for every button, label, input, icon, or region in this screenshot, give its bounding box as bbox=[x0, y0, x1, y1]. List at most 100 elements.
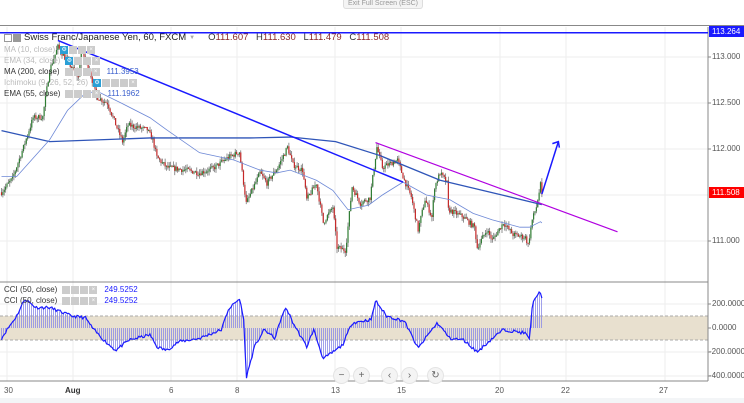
candle-body bbox=[539, 182, 542, 193]
candle-body bbox=[83, 50, 85, 57]
candle-body bbox=[135, 126, 137, 129]
candle-body bbox=[332, 207, 334, 209]
candle-body bbox=[269, 176, 271, 179]
indicator-buttons[interactable]: ⚙ × bbox=[93, 78, 138, 87]
candle-body bbox=[471, 220, 473, 228]
zoom-in-button[interactable]: + bbox=[353, 367, 370, 384]
candle-body bbox=[108, 104, 110, 109]
candle-body bbox=[91, 76, 93, 83]
indicator-legend-ma200[interactable]: MA (200, close) × 111.3953 bbox=[4, 67, 139, 76]
cci-legend-2[interactable]: CCI (50, close) × 249.5252 bbox=[4, 296, 138, 305]
candle-body bbox=[343, 248, 345, 251]
cci-legend-1[interactable]: CCI (50, close) × 249.5252 bbox=[4, 285, 138, 294]
candle-body bbox=[64, 54, 66, 60]
indicator-buttons[interactable]: × bbox=[65, 89, 101, 98]
indicator-legend-ema55[interactable]: EMA (55, close) × 111.1962 bbox=[4, 89, 140, 98]
candle-body bbox=[336, 231, 338, 249]
candle-body bbox=[541, 182, 543, 195]
symbol-title[interactable]: Swiss Franc/Japanese Yen, 60, FXCM bbox=[24, 32, 187, 43]
candle-body bbox=[14, 171, 16, 175]
candle-body bbox=[354, 190, 356, 195]
zoom-out-button[interactable]: − bbox=[333, 367, 350, 384]
time-tick: 30 bbox=[4, 386, 13, 395]
candle-body bbox=[183, 169, 185, 171]
candle-body bbox=[90, 71, 92, 77]
candle-body bbox=[156, 148, 158, 156]
candle-body bbox=[431, 214, 433, 217]
candle-body bbox=[439, 174, 441, 176]
candle-body bbox=[289, 153, 291, 156]
candle-body bbox=[483, 234, 485, 236]
reset-chart-button[interactable]: ↻ bbox=[427, 367, 444, 384]
candle-body bbox=[462, 217, 465, 219]
candle-body bbox=[362, 201, 364, 205]
candle-body bbox=[487, 230, 489, 233]
candle-body bbox=[450, 209, 452, 213]
candle-body bbox=[410, 192, 412, 197]
candle-body bbox=[387, 163, 389, 166]
candle-body bbox=[179, 168, 181, 170]
candle-body bbox=[501, 224, 503, 230]
candle-body bbox=[420, 215, 422, 223]
indicator-legend-ichimoku[interactable]: Ichimoku (9, 26, 52, 26) ⚙ × bbox=[4, 78, 138, 87]
time-tick: Aug bbox=[65, 386, 81, 395]
candle-body bbox=[432, 200, 434, 217]
symbol-legend: Swiss Franc/Japanese Yen, 60, FXCM ▼ O11… bbox=[4, 32, 394, 43]
low-label: L bbox=[303, 32, 309, 43]
candle-body bbox=[509, 229, 511, 231]
candle-body bbox=[154, 147, 157, 149]
candle-body bbox=[413, 202, 415, 209]
candle-body bbox=[297, 165, 300, 170]
candle-body bbox=[53, 59, 55, 64]
candle-body bbox=[251, 188, 253, 194]
candle-body bbox=[105, 101, 107, 103]
candle-body bbox=[440, 172, 443, 175]
candle-body bbox=[365, 199, 367, 202]
indicator-legend-ema34[interactable]: EMA (34, close) ⚙ × bbox=[4, 56, 101, 65]
candle-body bbox=[384, 165, 386, 169]
candle-body bbox=[361, 204, 363, 206]
candle-body bbox=[494, 235, 496, 237]
candle-body bbox=[429, 212, 432, 215]
candle-body bbox=[358, 198, 360, 203]
indicator-buttons[interactable]: × bbox=[62, 296, 98, 305]
candle-body bbox=[137, 126, 139, 128]
candle-body bbox=[423, 207, 425, 210]
candle-body bbox=[174, 165, 176, 171]
candle-body bbox=[61, 52, 63, 56]
indicator-buttons[interactable]: × bbox=[62, 285, 98, 294]
candle-body bbox=[348, 211, 350, 227]
candle-body bbox=[25, 138, 27, 144]
candle-body bbox=[379, 152, 381, 155]
candle-body bbox=[124, 132, 126, 138]
candle-body bbox=[102, 101, 104, 103]
candle-body bbox=[178, 168, 180, 171]
candle-body bbox=[319, 201, 322, 205]
candle-body bbox=[148, 130, 150, 132]
indicator-buttons[interactable]: ⚙ × bbox=[65, 56, 101, 65]
candle-body bbox=[304, 179, 306, 188]
candle-body bbox=[168, 165, 170, 168]
indicator-buttons[interactable]: ⚙ × bbox=[60, 45, 96, 54]
candle-body bbox=[18, 158, 20, 164]
candle-body bbox=[443, 175, 445, 177]
indicator-legend-ma10[interactable]: MA (10, close) ⚙ × bbox=[4, 45, 96, 54]
collapse-icon[interactable] bbox=[4, 33, 21, 42]
exit-fullscreen-button[interactable]: Exit Full Screen (ESC) bbox=[343, 0, 424, 9]
scroll-forward-button[interactable]: › bbox=[401, 367, 418, 384]
candle-body bbox=[526, 236, 528, 244]
candle-body bbox=[119, 128, 121, 136]
candle-body bbox=[528, 238, 531, 244]
dropdown-icon[interactable]: ▼ bbox=[189, 34, 196, 41]
candle-body bbox=[16, 167, 18, 172]
forecast-arrow bbox=[541, 141, 560, 195]
indicator-buttons[interactable]: × bbox=[64, 67, 100, 76]
candle-body bbox=[310, 193, 312, 195]
candle-body bbox=[209, 167, 212, 169]
candle-body bbox=[340, 246, 342, 250]
candle-body bbox=[211, 166, 213, 168]
candle-body bbox=[435, 183, 437, 190]
candle-body bbox=[519, 236, 521, 238]
scroll-back-button[interactable]: ‹ bbox=[381, 367, 398, 384]
